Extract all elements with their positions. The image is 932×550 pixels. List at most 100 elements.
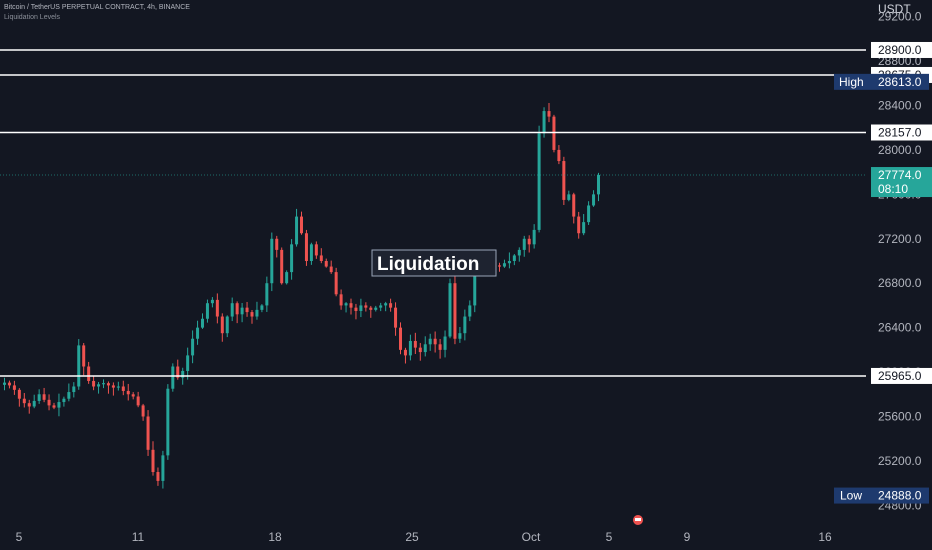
liquidation-levels-layer: Liquidation (0, 49, 866, 377)
candle-body (285, 272, 289, 284)
candle-body (255, 309, 259, 317)
candle-body (72, 386, 76, 393)
candle-body (22, 398, 26, 404)
high-caption: High (839, 75, 864, 89)
price-tick-label: 27200.0 (878, 232, 922, 246)
candle-body (592, 194, 596, 206)
time-tick-label: 25 (405, 530, 419, 544)
price-tick-label: 29200.0 (878, 10, 922, 24)
time-tick-label: 18 (268, 530, 282, 544)
candle-body (512, 255, 516, 261)
level-price-badge (871, 41, 932, 58)
liquidation-annotation-label: Liquidation (377, 254, 479, 275)
candle-body (309, 244, 313, 261)
candle-body (146, 416, 150, 450)
candle-body (433, 338, 437, 345)
candle-body (300, 216, 303, 234)
candle-body (275, 238, 279, 250)
candle-body (171, 366, 175, 389)
candle-body (240, 307, 244, 315)
candle-body (106, 383, 110, 386)
high-badge (834, 73, 929, 90)
candle-body (527, 238, 531, 245)
candle-body (448, 283, 452, 337)
candle-body (399, 327, 402, 350)
time-axis[interactable]: 5 11 18 25 Oct 5 9 16 (16, 515, 832, 544)
candle-body (92, 380, 96, 387)
low-badge (834, 487, 929, 504)
candle-body (102, 383, 105, 385)
candle-body (354, 307, 358, 311)
candle-body (186, 355, 190, 371)
low-value: 24888.0 (878, 489, 922, 503)
candle-body (408, 340, 412, 356)
candle-body (319, 255, 323, 261)
candle-body (205, 303, 209, 319)
candle-body (126, 390, 130, 395)
currency-label[interactable]: USDT (878, 2, 911, 16)
candle-body (557, 149, 561, 162)
candle-body (463, 316, 467, 334)
candle-body (532, 229, 536, 245)
candle-body (473, 266, 477, 306)
price-tick-label: 26800.0 (878, 276, 922, 290)
candle-body (428, 338, 432, 345)
indicator-name[interactable]: Liquidation Levels (4, 14, 61, 21)
candle-body (191, 338, 195, 356)
candle-body (32, 400, 36, 407)
candle-body (344, 303, 348, 306)
candle-body (562, 161, 566, 200)
candles-layer (3, 103, 600, 489)
candle-body (230, 303, 234, 317)
candle-body (423, 344, 427, 353)
price-tick-label: 28000.0 (878, 143, 922, 157)
candle-body (443, 336, 447, 350)
event-flag-icon[interactable] (633, 515, 643, 525)
candle-body (458, 333, 462, 339)
candle-body (270, 238, 274, 284)
candle-body (597, 175, 600, 195)
candle-body (62, 398, 66, 403)
candle-body (334, 272, 338, 295)
candle-body (507, 261, 511, 264)
candle-body (379, 305, 383, 308)
candle-body (517, 249, 521, 256)
candle-body (364, 305, 368, 308)
time-tick-label: 11 (132, 530, 145, 544)
candle-body (7, 382, 11, 386)
event-flag-icon-mark[interactable] (635, 518, 641, 521)
level-price-value: 28157.0 (878, 125, 922, 139)
candle-body (87, 366, 91, 381)
candle-body (136, 396, 140, 406)
time-tick-label: 9 (684, 530, 691, 544)
candle-body (329, 266, 333, 273)
candle-body (52, 405, 56, 408)
chart-legend: Bitcoin / TetherUS PERPETUAL CONTRACT, 4… (4, 3, 190, 23)
candle-body (552, 116, 556, 150)
candle-body (37, 394, 41, 401)
candle-body (235, 303, 239, 315)
level-price-badge (871, 367, 932, 384)
time-tick-label: 5 (606, 530, 613, 544)
candle-body (121, 386, 125, 391)
candle-body (295, 216, 299, 245)
candle-body (587, 205, 591, 223)
candle-body (57, 402, 61, 408)
price-tick-label: 26400.0 (878, 321, 922, 335)
candle-body (161, 455, 165, 481)
last-price-badge (871, 167, 932, 198)
level-price-value: 25965.0 (878, 369, 922, 383)
candle-body (577, 216, 581, 234)
candle-body (374, 307, 378, 310)
candle-body (201, 318, 204, 328)
candle-body (359, 305, 363, 311)
candle-body (47, 399, 51, 406)
candle-body (265, 283, 269, 306)
candle-body (131, 394, 135, 397)
candle-body (225, 316, 229, 334)
candle-body (250, 312, 254, 317)
symbol-title[interactable]: Bitcoin / TetherUS PERPETUAL CONTRACT, 4… (4, 4, 190, 11)
candle-body (582, 222, 586, 234)
